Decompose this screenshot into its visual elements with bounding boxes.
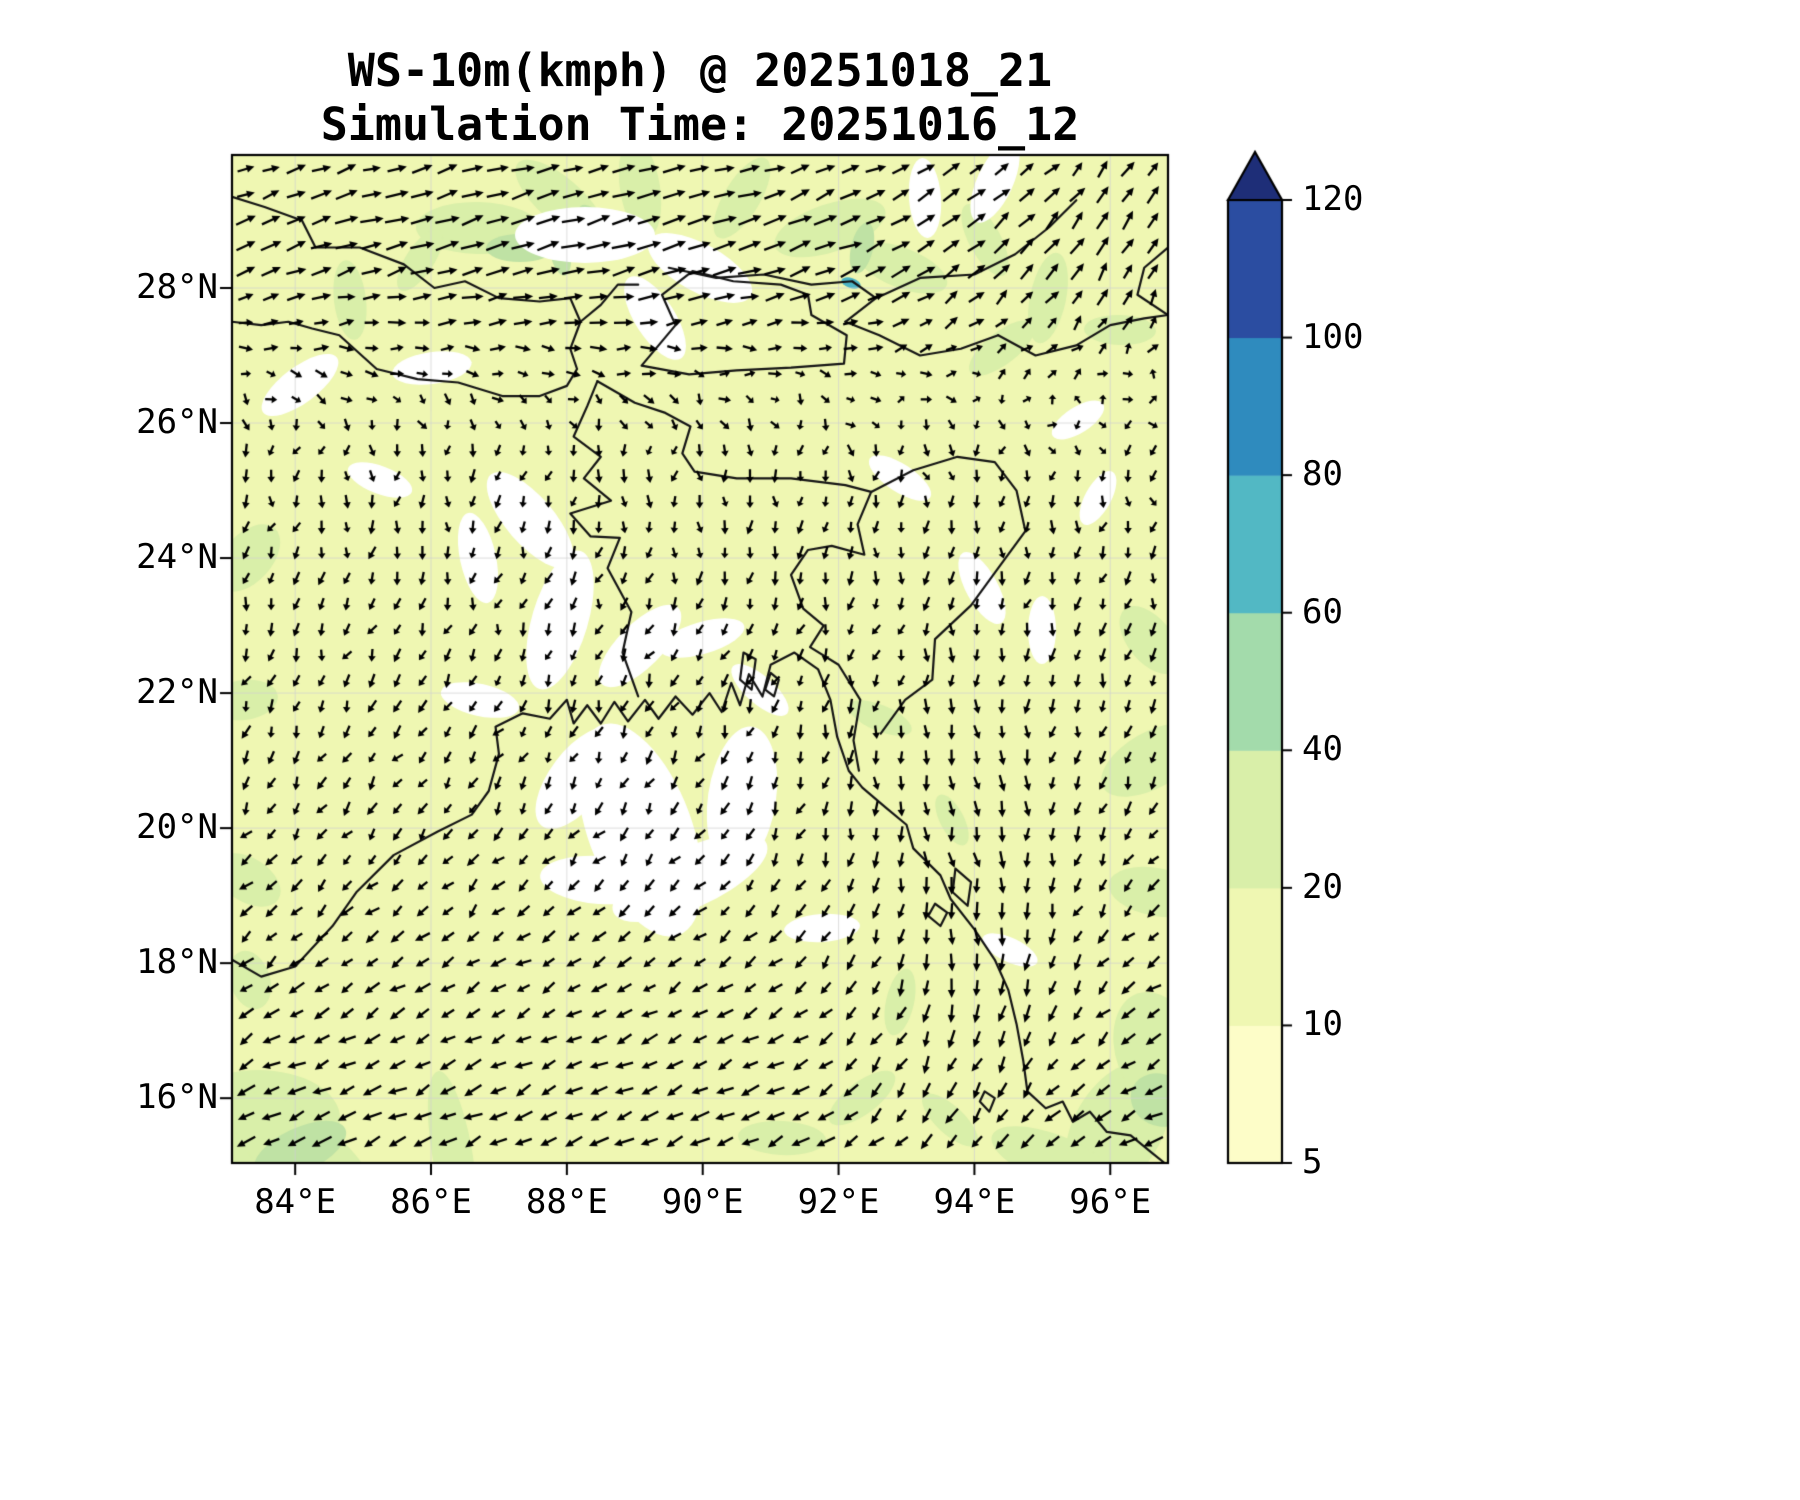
y-tick-label: 18°N (136, 942, 218, 983)
x-tick-label: 84°E (254, 1182, 337, 1222)
colorbar-tick-label: 80 (1302, 454, 1343, 495)
y-tick-label: 22°N (136, 672, 218, 713)
x-tick-label: 92°E (797, 1182, 880, 1222)
x-tick-label: 94°E (933, 1182, 1016, 1222)
x-tick-label: 86°E (390, 1182, 472, 1222)
colorbar-tick-label: 60 (1302, 591, 1343, 632)
colorbar-tick-label: 120 (1302, 179, 1364, 220)
colorbar-tick-label: 5 (1302, 1142, 1323, 1183)
y-tick-label: 24°N (136, 537, 218, 578)
y-tick-label: 28°N (136, 267, 218, 308)
colorbar-tick-label: 100 (1302, 316, 1364, 357)
x-tick-label: 90°E (661, 1182, 744, 1222)
y-tick-label: 26°N (136, 402, 218, 443)
x-tick-label: 88°E (525, 1182, 608, 1222)
plot-subtitle: Simulation Time: 20251016_12 (320, 98, 1080, 151)
x-tick-label: 96°E (1069, 1182, 1152, 1222)
colorbar-tick-label: 40 (1302, 729, 1343, 770)
y-tick-label: 20°N (136, 807, 218, 848)
y-tick-label: 16°N (136, 1077, 218, 1118)
plot-title: WS-10m(kmph) @ 20251018_21 (347, 44, 1053, 97)
colorbar-tick-label: 20 (1302, 867, 1343, 908)
colorbar-tick-label: 10 (1302, 1004, 1343, 1045)
